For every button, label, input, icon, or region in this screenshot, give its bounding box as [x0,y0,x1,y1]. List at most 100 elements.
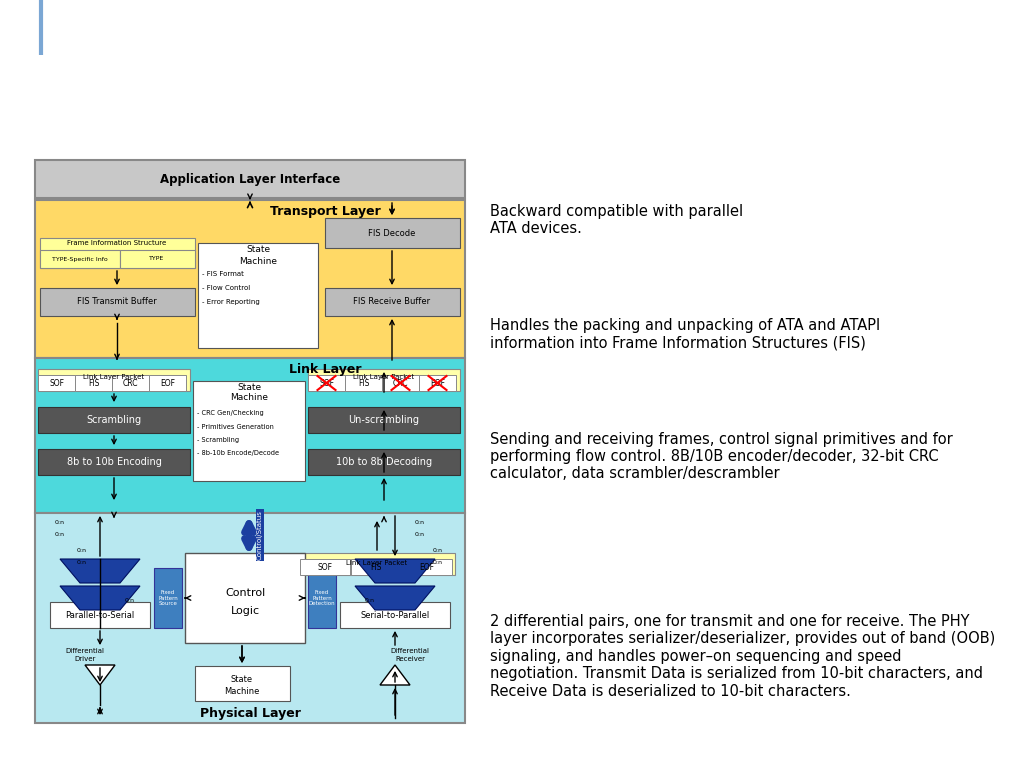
Text: 0:n: 0:n [415,532,425,538]
Text: FIS Receive Buffer: FIS Receive Buffer [353,297,430,306]
Text: 0:n: 0:n [433,561,443,565]
Text: TYPE: TYPE [150,257,165,261]
Bar [325,288,460,316]
Text: Serial-to-Parallel: Serial-to-Parallel [360,611,430,620]
Text: SOF: SOF [319,379,334,388]
Text: CRC: CRC [393,379,409,388]
Bar [154,568,182,628]
Text: - 8b-10b Encode/Decode: - 8b-10b Encode/Decode [197,450,280,456]
Bar [419,375,456,391]
Bar [308,449,460,475]
Text: - Error Reporting: - Error Reporting [202,299,260,305]
Text: NOT TO BE REDISTRIBUTED: NOT TO BE REDISTRIBUTED [425,741,599,754]
Text: Machine: Machine [230,393,268,402]
Polygon shape [355,559,435,583]
Bar [193,381,305,481]
Bar [75,375,112,391]
Bar [325,218,460,248]
Text: TYPE-Specific Info: TYPE-Specific Info [52,257,108,261]
Text: 0:n: 0:n [125,598,135,604]
Bar [198,243,318,348]
Bar [40,288,195,316]
Text: FIS: FIS [371,562,382,571]
Text: - CRC Gen/Checking: - CRC Gen/Checking [197,410,264,416]
Polygon shape [85,665,115,685]
Text: Un-scrambling: Un-scrambling [348,415,420,425]
Bar [300,559,350,575]
Polygon shape [380,665,410,685]
Text: 13: 13 [977,740,998,756]
Bar [35,160,465,198]
Polygon shape [60,586,140,610]
Text: Sending and receiving frames, control signal primitives and for
performing flow : Sending and receiving frames, control si… [490,432,953,482]
Text: 2 differential pairs, one for transmit and one for receive. The PHY
layer incorp: 2 differential pairs, one for transmit a… [490,614,995,699]
Text: 0:n: 0:n [55,521,65,525]
Text: Logic: Logic [230,606,259,616]
Text: Driver: Driver [75,656,95,662]
Polygon shape [355,586,435,610]
Text: SATA Layer Architecture: SATA Layer Architecture [26,87,555,124]
Text: EOF: EOF [430,379,445,388]
Bar [308,369,460,391]
Text: FIS Decode: FIS Decode [369,229,416,237]
Text: 0:n: 0:n [415,521,425,525]
Text: Fixed
Pattern
Source: Fixed Pattern Source [158,590,178,606]
Text: - Flow Control: - Flow Control [202,285,250,291]
Bar [35,358,465,513]
Text: Differential: Differential [390,648,429,654]
Text: Machine: Machine [224,687,260,696]
Text: Fixed
Pattern
Detection: Fixed Pattern Detection [308,590,335,606]
Text: Control/Status: Control/Status [257,510,263,560]
Text: Differential: Differential [66,648,104,654]
Bar [402,559,452,575]
Bar [40,238,195,268]
Text: 8b to 10b Encoding: 8b to 10b Encoding [67,457,162,467]
Text: Link Layer Packet: Link Layer Packet [346,560,408,566]
Text: Application Layer Interface: Application Layer Interface [160,173,340,186]
Text: 0:n: 0:n [77,548,87,552]
Text: State: State [231,674,253,684]
Text: Link Layer: Link Layer [289,363,361,376]
Bar [185,553,305,643]
Bar [308,407,460,433]
Text: SOF: SOF [49,379,63,388]
Text: Transport Layer: Transport Layer [269,206,380,219]
Text: Physical Layer: Physical Layer [200,707,300,720]
Bar [40,250,120,268]
Text: Link Layer Packet: Link Layer Packet [83,374,144,380]
Bar [35,513,465,723]
Bar [38,407,190,433]
Text: Backward compatible with parallel
ATA devices.: Backward compatible with parallel ATA de… [490,204,743,236]
Bar [150,375,186,391]
Text: FIS Transmit Buffer: FIS Transmit Buffer [77,297,157,306]
Bar [308,375,345,391]
Text: State: State [246,246,270,254]
Text: CRC: CRC [123,379,138,388]
Bar [382,375,419,391]
Bar [50,602,150,628]
Bar [120,250,195,268]
Text: Control: Control [225,588,265,598]
Text: Scrambling: Scrambling [86,415,141,425]
Text: Link Layer Packet: Link Layer Packet [353,374,415,380]
Text: Machine: Machine [239,257,278,266]
Text: EOF: EOF [420,562,434,571]
Text: Handles the packing and unpacking of ATA and ATAPI
information into Frame Inform: Handles the packing and unpacking of ATA… [490,318,881,350]
Text: State: State [237,382,261,392]
Text: 10b to 8b Decoding: 10b to 8b Decoding [336,457,432,467]
Text: - FIS Format: - FIS Format [202,271,244,277]
Text: 0:n: 0:n [365,598,375,604]
Text: SOF: SOF [317,562,333,571]
Text: 0:n: 0:n [55,532,65,538]
Bar [112,375,150,391]
Text: 0:n: 0:n [433,548,443,552]
Text: Control/Status: Control/Status [257,510,263,560]
Bar [38,375,75,391]
Bar [351,559,401,575]
Bar [38,369,190,391]
Text: - Scrambling: - Scrambling [197,437,240,443]
Text: Frame Information Structure: Frame Information Structure [68,240,167,246]
Bar [340,602,450,628]
Bar [308,568,336,628]
Text: Parallel-to-Serial: Parallel-to-Serial [66,611,134,620]
